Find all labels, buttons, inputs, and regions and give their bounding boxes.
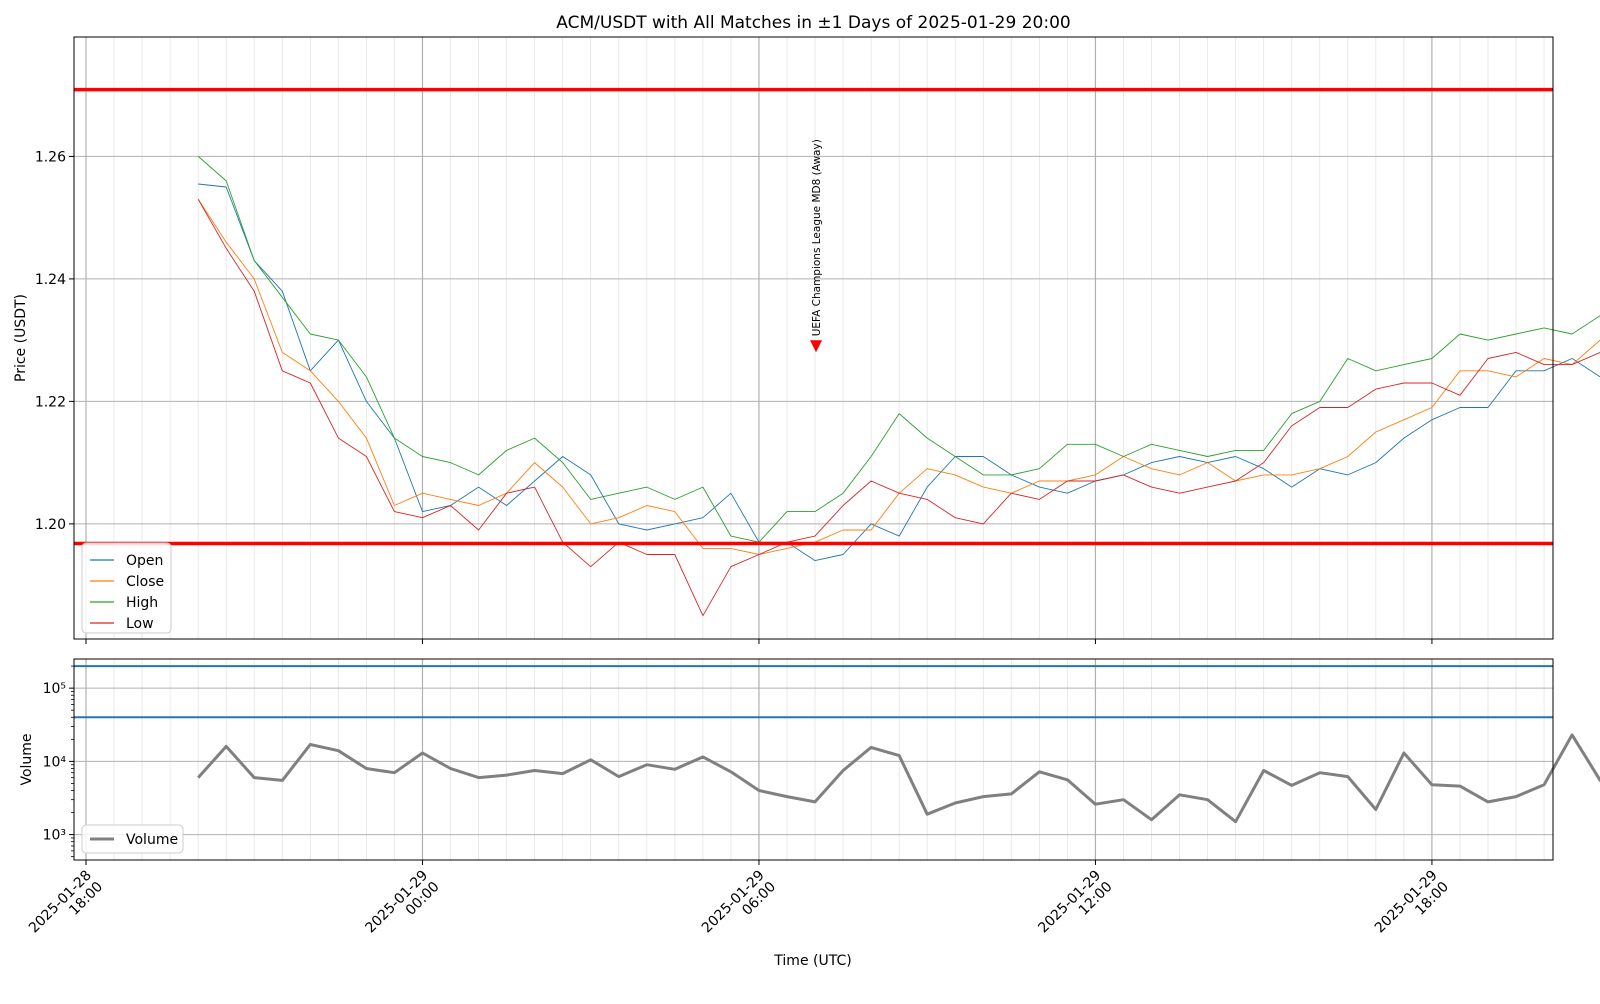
volume-y-tick-label: 10⁴ [43,754,67,770]
legend-label-low: Low [126,616,154,632]
volume-plot-frame [73,658,1554,861]
volume-series-line [197,733,1600,824]
price-panel: 1.20 1.22 1.24 1.26 UEFA Champions League MD… [13,13,1600,644]
volume-y-axis-label: Volume [19,733,35,785]
x-axis-label: Time (UTC) [773,953,851,969]
price-series-line-high [197,156,1600,543]
volume-y-tick-label: 10³ [43,828,66,844]
match-annotation-label: UEFA Champions League MD8 (Away) [811,139,823,336]
price-y-tick-label: 1.24 [35,272,66,288]
legend-label-high: High [126,595,158,611]
price-series-line-low [197,199,1600,617]
legend-label-volume: Volume [126,832,178,848]
legend-label-open: Open [126,553,163,569]
price-legend-box [81,542,172,634]
volume-legend-box [81,824,184,854]
legend-label-close: Close [126,574,164,590]
price-y-tick-label: 1.26 [35,149,66,165]
price-plot-frame [73,36,1554,640]
volume-y-tick-label: 10⁵ [43,681,66,697]
match-marker-icon [810,340,823,353]
price-y-tick-label: 1.20 [35,517,66,533]
price-series-line-close [197,199,1600,555]
price-y-tick-label: 1.22 [35,394,66,410]
chart-title: ACM/USDT with All Matches in ±1 Days of … [556,13,1070,33]
price-y-axis-label: Price (USDT) [13,294,29,382]
price-series-line-open [198,183,1600,562]
